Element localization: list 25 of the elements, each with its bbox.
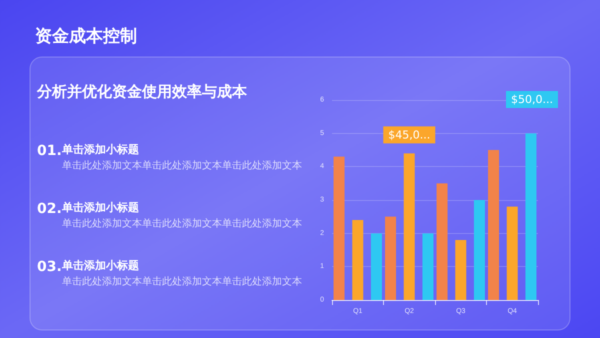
- annotation: $50,0...: [511, 93, 553, 106]
- text: 单击添加小标题: [61, 201, 139, 214]
- bar: [488, 150, 500, 300]
- bar: [385, 216, 396, 300]
- bar: [525, 133, 536, 300]
- bar: [436, 183, 448, 300]
- bar: [334, 156, 345, 300]
- bar: [506, 206, 518, 300]
- text: 单击添加小标题: [61, 259, 139, 272]
- bar: [370, 233, 382, 300]
- text: 01.: [37, 143, 62, 159]
- annotation: $45,0...: [388, 128, 430, 142]
- text: 单击添加小标题: [61, 143, 139, 156]
- text: 02.: [37, 201, 62, 217]
- text: 单击此处添加文本单击此处添加文本单击此处添加文本: [62, 276, 302, 288]
- bar: [474, 200, 485, 300]
- bar: [352, 220, 364, 300]
- bar: [422, 233, 434, 300]
- bar: [455, 240, 466, 300]
- text: 单击此处添加文本单击此处添加文本单击此处添加文本: [62, 160, 302, 172]
- text: 03.: [37, 259, 62, 275]
- text: 单击此处添加文本单击此处添加文本单击此处添加文本: [62, 218, 302, 230]
- text: 分析并优化资金使用效率与成本: [36, 82, 248, 100]
- bar: [404, 153, 415, 300]
- text: 资金成本控制: [35, 26, 137, 46]
